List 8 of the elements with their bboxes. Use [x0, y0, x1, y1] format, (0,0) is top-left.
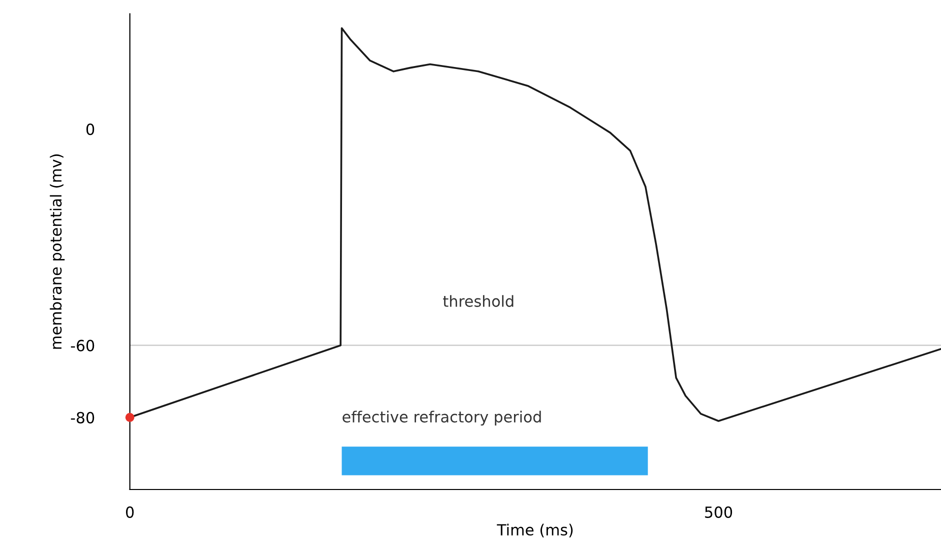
x-axis-title: Time (ms) — [496, 524, 573, 538]
y-tick-label: -80 — [70, 412, 94, 424]
y-axis-title: membrane potential (mv) — [50, 154, 65, 349]
y-tick-label: 0 — [86, 124, 94, 136]
x-tick-label: 500 — [705, 506, 732, 518]
y-tick-label: -60 — [70, 340, 94, 352]
band-label: effective refractory period — [342, 410, 541, 426]
ref-line-label: threshold — [443, 295, 514, 307]
